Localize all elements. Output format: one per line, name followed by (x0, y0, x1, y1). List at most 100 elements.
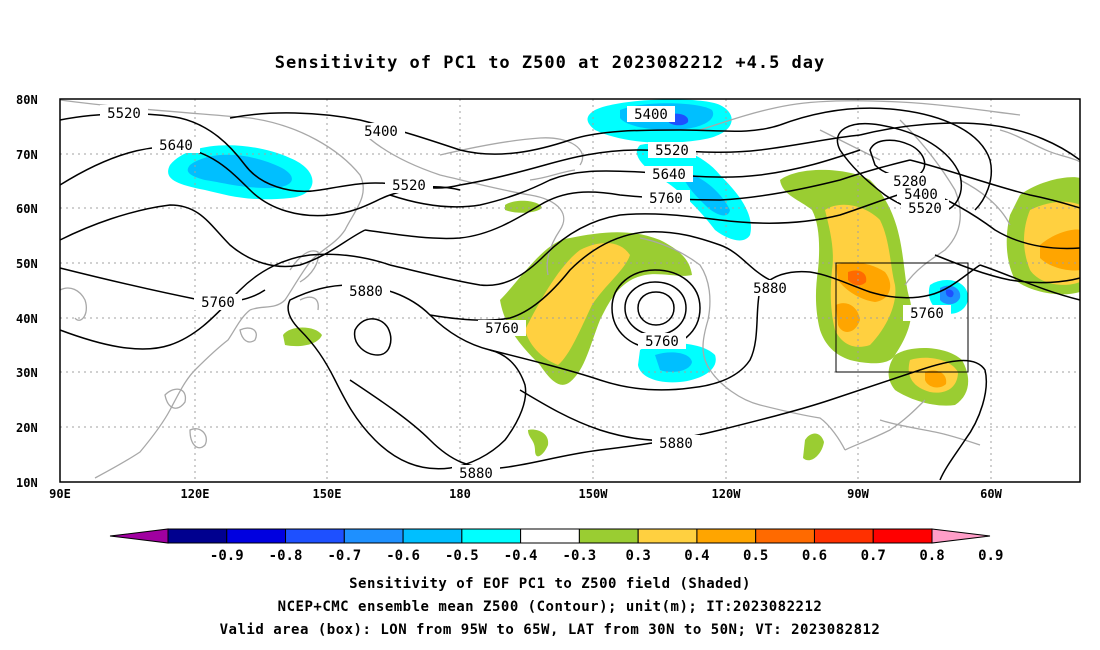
colorbar-label: 0.8 (919, 548, 944, 564)
contour-5880-central (489, 264, 981, 391)
contour-5760-central-a (364, 159, 911, 240)
contour-label-16: 5880 (753, 281, 787, 297)
lon-tick-150w: 150W (579, 487, 609, 501)
contour-label-5: 5400 (634, 107, 668, 123)
contour-large-loop-west (59, 253, 391, 350)
contour-label-11: 5520 (908, 201, 942, 217)
colorbar-label: -0.4 (504, 548, 538, 564)
negative-anomaly-pacific-low-core (655, 352, 692, 372)
lat-tick-40n: 40N (16, 312, 38, 326)
lon-tick-90e: 90E (49, 487, 71, 501)
contour-label-1: 5520 (107, 106, 141, 122)
contour-label-18: 5880 (659, 436, 693, 452)
contour-5760-closed-low (611, 269, 701, 349)
lat-tick-50n: 50N (16, 257, 38, 271)
contour-5760-central-c (429, 230, 771, 321)
contour-label-2: 5400 (364, 124, 398, 140)
contour-label-19: 5880 (459, 466, 493, 482)
contour-east-5880 (979, 264, 1081, 301)
contour-5880-small-loop (353, 318, 392, 356)
captions: Sensitivity of EOF PC1 to Z500 field (Sh… (220, 576, 881, 638)
positive-anomaly-small-pacific-2 (283, 327, 322, 347)
lon-tick-60w: 60W (980, 487, 1002, 501)
contour-label-13: 5880 (349, 284, 383, 300)
contour-label-7: 5640 (652, 167, 686, 183)
colorbar-swatch (167, 528, 228, 544)
colorbar-label: -0.5 (445, 548, 479, 564)
colorbar-swatch (402, 528, 463, 544)
coastlines (59, 99, 1081, 479)
colorbar-swatch (226, 528, 287, 544)
contour-5400-west (229, 112, 461, 151)
contour-5520-central (459, 134, 861, 186)
colorbar-label: 0.3 (626, 548, 651, 564)
graticule (60, 99, 1080, 482)
colorbar-swatch (696, 528, 757, 544)
contour-label-17: 5760 (910, 306, 944, 322)
colorbar-label: 0.6 (802, 548, 827, 564)
contour-5760-west (59, 267, 266, 303)
contour-east-5640 (909, 159, 1081, 209)
positive-anomaly-small-pacific-4 (803, 433, 824, 461)
lat-tick-30n: 30N (16, 366, 38, 380)
lon-tick-150e: 150E (313, 487, 342, 501)
colorbar-label: 0.7 (861, 548, 886, 564)
contour-labels: 5520 5400 5640 5520 5400 5520 5640 5760 … (100, 105, 951, 482)
sensitivity-shading (168, 99, 1080, 461)
contour-label-12: 5760 (201, 295, 235, 311)
colorbar-label: -0.7 (327, 548, 361, 564)
valid-area-box (835, 262, 969, 373)
colorbar-swatch (755, 528, 815, 544)
contour-5280-arctic (836, 123, 962, 214)
map-panel: 5520 5400 5640 5520 5400 5520 5640 5760 … (59, 98, 1081, 483)
colorbar-swatch (343, 528, 404, 544)
z500-contours (59, 107, 1081, 481)
colorbar: -0.9 -0.8 -0.7 -0.6 -0.5 -0.4 -0.3 0.3 0.4 0.5 0.6… (109, 528, 1003, 564)
contour-5760-central-b (389, 187, 921, 287)
negative-anomaly-newfoundland-deep (945, 289, 954, 298)
contour-south-ridge (349, 379, 601, 469)
colorbar-swatch (813, 528, 874, 544)
contour-label-15: 5760 (645, 334, 679, 350)
contour-outer-ridge-west (59, 204, 366, 268)
colorbar-label: 0.9 (978, 548, 1003, 564)
positive-anomaly-atlantic-orange (1040, 229, 1080, 271)
positive-anomaly-small-pacific-3 (528, 429, 549, 457)
figure-title: Sensitivity of PC1 to Z500 at 2023082212… (275, 53, 826, 73)
colorbar-label: 0.5 (743, 548, 768, 564)
colorbar-swatch (872, 528, 933, 544)
colorbar-swatch (578, 528, 639, 544)
contour-label-8: 5760 (649, 191, 683, 207)
contour-label-10: 5400 (904, 187, 938, 203)
contour-5760-inner-2 (637, 291, 675, 326)
map-frame (59, 98, 1081, 483)
contour-east-5760-a (919, 187, 1081, 250)
caption-valid-area: Valid area (box): LON from 95W to 65W, L… (220, 622, 881, 638)
positive-anomaly-eastern-us-red (848, 270, 867, 286)
colorbar-swatch (520, 528, 580, 544)
contour-east-5520 (859, 122, 1081, 161)
lon-axis: 90E 120E 150E 180 150W 120W 90W 60W (49, 487, 1002, 501)
lat-tick-70n: 70N (16, 148, 38, 162)
lat-axis: 80N 70N 60N 50N 40N 30N 20N 10N (16, 93, 38, 490)
colorbar-label: -0.6 (386, 548, 420, 564)
colorbar-swatch (285, 528, 345, 544)
lon-tick-120e: 120E (181, 487, 210, 501)
contour-label-4: 5520 (392, 178, 426, 194)
lat-tick-60n: 60N (16, 202, 38, 216)
colorbar-label: 0.4 (684, 548, 709, 564)
contour-5880-east (599, 359, 987, 481)
colorbar-label: -0.8 (269, 548, 303, 564)
colorbar-overflow (931, 528, 991, 544)
lon-tick-180: 180 (449, 487, 471, 501)
caption-shading: Sensitivity of EOF PC1 to Z500 field (Sh… (349, 576, 751, 592)
lat-tick-10n: 10N (16, 476, 38, 490)
contour-label-6: 5520 (655, 143, 689, 159)
contour-east-5400 (779, 107, 992, 211)
negative-anomaly-north-pacific-core (187, 154, 292, 188)
colorbar-label: -0.9 (210, 548, 244, 564)
contour-east-5760-b (934, 254, 1081, 284)
contour-5880-west (287, 284, 527, 470)
contour-label-14: 5760 (485, 321, 519, 337)
